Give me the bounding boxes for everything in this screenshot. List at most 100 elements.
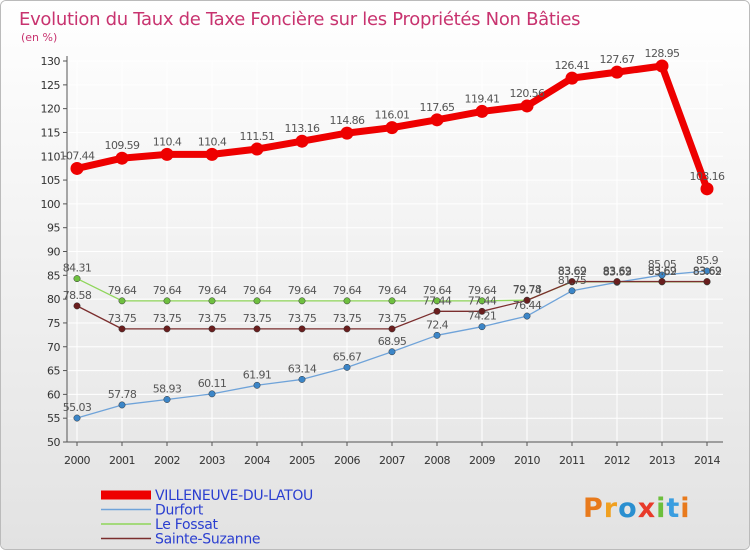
data-point (703, 267, 711, 275)
data-point (430, 113, 444, 127)
data-label: 117.65 (420, 101, 455, 114)
data-label: 79.64 (468, 284, 497, 297)
data-label: 83.69 (648, 265, 677, 278)
x-tick-label: 2014 (694, 454, 720, 467)
data-point (253, 325, 261, 333)
data-label: 61.91 (243, 368, 272, 381)
x-tick-label: 2005 (289, 454, 315, 467)
data-label: 79.64 (378, 284, 407, 297)
y-tick-label: 55 (47, 412, 60, 425)
data-point (73, 414, 81, 422)
axes: 50 55 60 65 70 75 80 85 90 95 100 105 110 115 120 125 13… (41, 55, 723, 467)
y-tick-label: 65 (47, 365, 60, 378)
data-label: 120.56 (510, 87, 545, 100)
data-label: 116.01 (375, 109, 410, 122)
data-point (568, 278, 576, 286)
data-label: 73.75 (333, 312, 362, 325)
data-point (343, 297, 351, 305)
data-point (298, 325, 306, 333)
data-point (343, 325, 351, 333)
data-point (253, 381, 261, 389)
series-sainte-suzanne (73, 278, 711, 333)
data-label: 79.64 (243, 284, 272, 297)
x-tick-label: 2002 (154, 454, 180, 467)
data-label: 114.86 (330, 114, 365, 127)
data-label: 84.31 (63, 262, 92, 275)
data-label: 57.78 (108, 388, 137, 401)
y-tick-label: 125 (41, 79, 61, 92)
data-point (340, 126, 354, 140)
y-tick-label: 60 (47, 388, 60, 401)
data-point (478, 323, 486, 331)
data-point (160, 147, 174, 161)
data-point (253, 297, 261, 305)
data-label: 103.16 (690, 170, 725, 183)
legend-label: Le Fossat (155, 517, 219, 533)
proxiti-logo: Proxiti (583, 493, 691, 524)
data-point (295, 134, 309, 148)
data-labels: 55.03 57.78 58.93 60.11 61.91 63.14 65.67 68.95… (60, 47, 726, 414)
logo-letter: r (604, 493, 618, 524)
data-point (163, 325, 171, 333)
y-tick-label: 100 (41, 198, 61, 211)
data-point (115, 151, 129, 165)
data-label: 60.11 (198, 377, 227, 390)
data-point (388, 325, 396, 333)
data-label: 63.14 (288, 362, 317, 375)
x-tick-label: 2003 (199, 454, 225, 467)
logo-text: Proxiti (583, 493, 691, 524)
data-point (655, 59, 669, 73)
data-point (163, 297, 171, 305)
y-tick-label: 80 (47, 293, 60, 306)
legend-label: VILLENEUVE-DU-LATOU (155, 488, 313, 504)
data-point (205, 147, 219, 161)
data-point (523, 312, 531, 320)
x-tick-label: 2012 (604, 454, 630, 467)
data-label: 83.62 (693, 265, 722, 278)
data-point (703, 278, 711, 286)
y-tick-label: 70 (47, 341, 60, 354)
x-tick-label: 2007 (379, 454, 405, 467)
logo-letter: P (583, 493, 604, 524)
data-label: 73.75 (108, 312, 137, 325)
data-label: 58.93 (153, 382, 182, 395)
legend-label: Sainte-Suzanne (155, 532, 260, 548)
chart-title: Evolution du Taux de Taxe Foncière sur l… (19, 9, 580, 30)
data-label: 85.05 (648, 258, 677, 271)
data-point (118, 297, 126, 305)
data-label: 73.75 (198, 312, 227, 325)
data-point (73, 302, 81, 310)
data-label: 73.75 (288, 312, 317, 325)
logo-letter: o (618, 493, 638, 524)
data-point (520, 99, 534, 113)
data-label: 65.67 (333, 350, 362, 363)
data-point (475, 104, 489, 118)
data-label: 79.64 (333, 284, 362, 297)
data-label: 73.75 (153, 312, 182, 325)
data-label: 78.58 (63, 289, 92, 302)
data-label: 79.64 (423, 284, 452, 297)
x-tick-label: 2008 (424, 454, 450, 467)
data-point (433, 307, 441, 315)
data-point (613, 278, 621, 286)
series-villeneuve-du-latou (70, 59, 714, 196)
data-label: 113.16 (285, 122, 320, 135)
data-point (208, 297, 216, 305)
y-tick-label: 95 (47, 222, 60, 235)
y-tick-label: 115 (41, 126, 61, 139)
data-point (388, 297, 396, 305)
series-lines (70, 59, 714, 422)
grid-lines (67, 60, 723, 443)
data-point (610, 65, 624, 79)
data-label: 79.64 (198, 284, 227, 297)
logo-letter: i (680, 493, 690, 524)
data-point (433, 297, 441, 305)
data-label: 119.41 (465, 92, 500, 105)
data-point (250, 142, 264, 156)
data-label: 128.95 (645, 47, 680, 60)
x-tick-label: 2001 (109, 454, 135, 467)
data-label: 110.4 (153, 135, 182, 148)
data-point (343, 363, 351, 371)
data-point (523, 296, 531, 304)
data-label: 79.64 (153, 284, 182, 297)
